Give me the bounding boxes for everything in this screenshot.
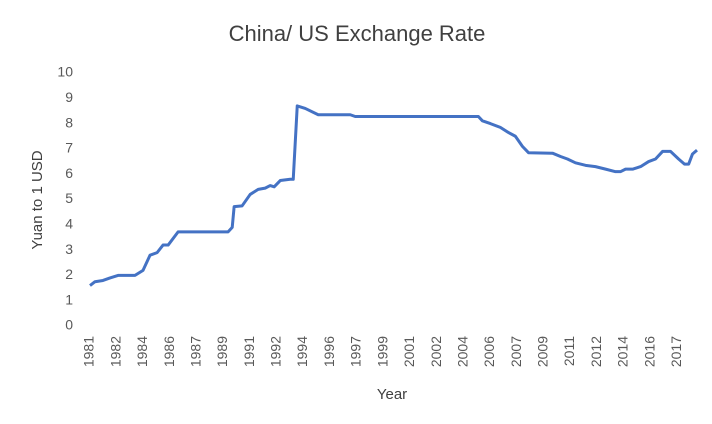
x-tick-label: 2006 [481, 336, 497, 367]
x-tick-label: 2007 [508, 336, 524, 367]
y-tick-label: 0 [65, 317, 73, 333]
x-tick-label: 1986 [161, 336, 177, 367]
x-tick-label: 1992 [268, 336, 284, 367]
x-tick-label: 1999 [374, 336, 390, 367]
x-tick-label: 2004 [454, 336, 470, 367]
y-tick-label: 8 [65, 114, 73, 130]
x-tick-label: 2011 [561, 336, 577, 366]
x-tick-label: 2009 [534, 336, 550, 367]
y-tick-label: 7 [65, 140, 73, 156]
y-tick-label: 4 [65, 216, 73, 232]
x-tick-label: 1989 [214, 336, 230, 367]
y-tick-label: 6 [65, 165, 73, 181]
y-tick-label: 2 [65, 266, 73, 282]
x-tick-label: 2014 [615, 336, 631, 367]
x-tick-label: 1982 [107, 336, 123, 367]
y-tick-label: 9 [65, 89, 73, 105]
y-tick-label: 10 [57, 64, 73, 80]
x-tick-label: 2017 [668, 336, 684, 367]
chart-title: China/ US Exchange Rate [229, 21, 486, 46]
x-axis-title: Year [377, 386, 407, 403]
x-tick-label: 1984 [134, 336, 150, 367]
x-tick-label: 1981 [81, 336, 97, 367]
y-tick-label: 5 [65, 190, 73, 206]
line-series [89, 104, 698, 287]
y-axis-title: Yuan to 1 USD [29, 150, 46, 249]
y-tick-label: 3 [65, 241, 73, 257]
x-tick-label: 1997 [348, 336, 364, 367]
x-tick-label: 1991 [241, 336, 257, 367]
y-tick-label: 1 [65, 291, 73, 307]
x-tick-label: 2002 [428, 336, 444, 367]
x-tick-label: 1996 [321, 336, 337, 367]
x-tick-label: 2001 [401, 336, 417, 367]
x-tick-label: 2016 [641, 336, 657, 367]
x-tick-label: 1994 [294, 336, 310, 367]
x-tick-label: 2012 [588, 336, 604, 367]
x-tick-label: 1987 [188, 336, 204, 367]
